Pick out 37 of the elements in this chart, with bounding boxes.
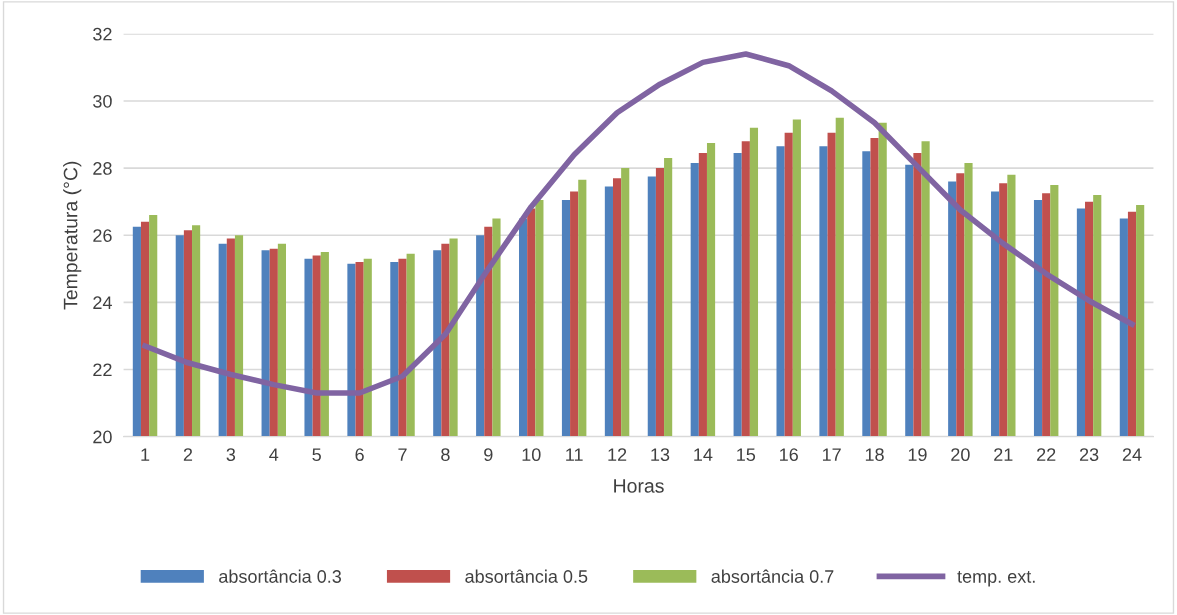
x-tick-label: 15	[737, 448, 756, 462]
x-tick-label: 7	[398, 448, 407, 461]
y-tick-label: 30	[93, 94, 112, 108]
x-tick-label: 14	[694, 448, 713, 461]
x-tick-label: 17	[822, 448, 841, 461]
legend-label: temp. ext.	[957, 571, 1035, 587]
x-tick-label: 6	[355, 448, 364, 462]
x-tick-label: 24	[1122, 448, 1142, 461]
x-tick-label: 16	[780, 448, 798, 462]
x-tick-label: 12	[608, 448, 627, 461]
x-tick-label: 18	[865, 448, 884, 462]
y-tick-label: 26	[93, 229, 112, 242]
y-axis-title: Temperatura (°C)	[63, 161, 82, 310]
x-tick-label: 19	[908, 448, 927, 462]
x-tick-label: 10	[522, 448, 541, 462]
x-tick-label: 11	[566, 448, 583, 461]
x-tick-label: 20	[951, 448, 970, 462]
y-tick-label: 28	[93, 162, 112, 175]
y-tick-label: 22	[93, 363, 112, 377]
x-tick-label: 1	[141, 448, 150, 461]
y-tick-label: 24	[93, 296, 112, 309]
x-tick-label: 13	[651, 448, 670, 462]
y-tick-label: 20	[93, 430, 112, 444]
x-tick-label: 21	[994, 448, 1013, 461]
legend-label: absortância 0.3	[219, 569, 342, 583]
x-tick-label: 4	[269, 448, 279, 461]
x-axis-title: Horas	[614, 479, 664, 493]
x-tick-label: 5	[312, 448, 321, 462]
x-tick-label: 3	[226, 448, 236, 462]
x-tick-label: 23	[1079, 448, 1099, 462]
y-tick-label: 32	[93, 27, 112, 41]
x-tick-label: 8	[441, 448, 450, 462]
legend-label: absortância 0.7	[711, 569, 834, 583]
x-tick-label: 2	[183, 448, 193, 461]
x-tick-label: 22	[1037, 448, 1056, 461]
legend-label: absortância 0.5	[465, 569, 588, 583]
x-tick-label: 9	[484, 448, 493, 462]
